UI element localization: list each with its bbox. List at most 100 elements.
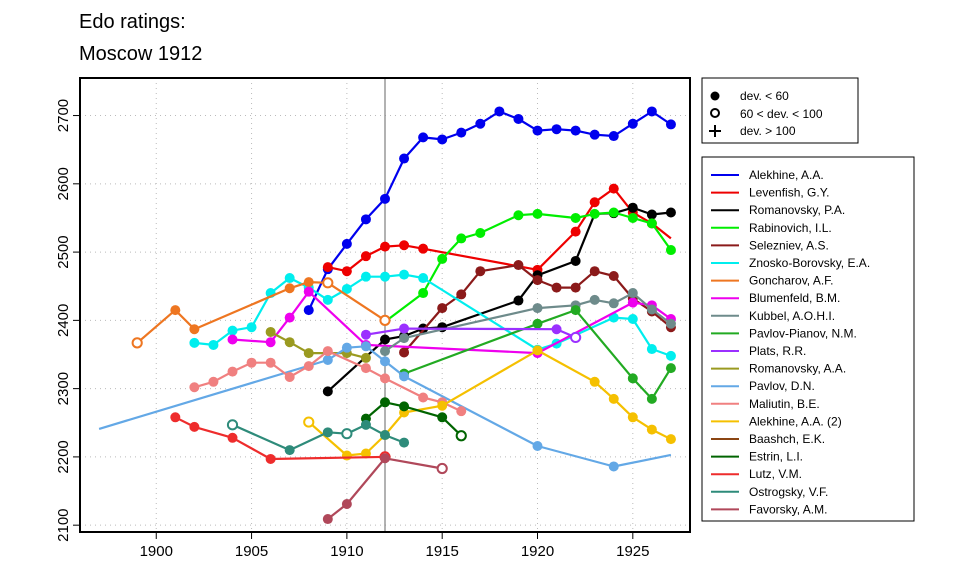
data-point xyxy=(380,373,390,384)
series-goncharov-a-f xyxy=(131,277,391,349)
legend-label: Baashch, E.K. xyxy=(749,432,825,446)
data-point xyxy=(418,392,429,403)
data-point xyxy=(380,453,390,464)
data-point xyxy=(646,393,657,404)
data-point xyxy=(570,331,582,344)
data-point xyxy=(513,210,524,221)
data-point xyxy=(303,286,314,297)
legend-label: Romanovsky, A.A. xyxy=(749,362,846,376)
data-point xyxy=(227,366,238,377)
series-blumenfeld-b-m xyxy=(227,286,676,359)
data-point xyxy=(608,461,619,472)
data-point xyxy=(455,430,467,442)
series-line xyxy=(327,187,672,273)
data-point xyxy=(380,397,390,408)
legend-label: Romanovsky, P.A. xyxy=(749,203,845,217)
data-point xyxy=(341,283,352,294)
data-point xyxy=(418,288,429,299)
legend-label: Pavlov-Pianov, N.M. xyxy=(749,326,857,340)
data-point xyxy=(131,337,143,349)
data-point xyxy=(265,337,276,348)
data-point xyxy=(532,125,543,136)
data-point xyxy=(341,342,352,353)
legend-label: Alekhine, A.A. (2) xyxy=(749,414,842,428)
data-point xyxy=(627,313,638,324)
data-point xyxy=(437,400,448,411)
data-point xyxy=(418,273,429,284)
data-point xyxy=(399,333,410,344)
data-point xyxy=(646,344,657,355)
data-point xyxy=(551,124,562,135)
legend-label: Ostrogsky, V.F. xyxy=(749,485,828,499)
series-line xyxy=(174,416,386,461)
data-point xyxy=(284,445,295,456)
data-point xyxy=(189,324,200,335)
data-point xyxy=(532,318,543,329)
data-point xyxy=(322,294,333,305)
x-tick-label: 1920 xyxy=(521,543,554,560)
data-point xyxy=(608,270,619,281)
data-point xyxy=(170,412,181,423)
data-point xyxy=(360,419,371,430)
data-point xyxy=(665,350,676,361)
data-point xyxy=(532,440,543,451)
data-point xyxy=(360,352,371,363)
data-point xyxy=(399,153,410,164)
series-estrin-l-i xyxy=(360,397,467,442)
data-point xyxy=(646,304,657,315)
data-point xyxy=(665,318,676,329)
data-point xyxy=(399,323,410,334)
series-maliutin-b-e xyxy=(189,346,467,417)
legend-label: Rabinovich, I.L. xyxy=(749,221,832,235)
data-point xyxy=(360,329,371,340)
data-point xyxy=(360,448,371,459)
series-line xyxy=(327,457,443,520)
data-point xyxy=(322,514,333,525)
data-point xyxy=(532,275,543,286)
data-point xyxy=(303,348,314,359)
legend-label: Levenfish, G.Y. xyxy=(749,186,830,200)
data-point xyxy=(532,345,543,356)
data-point xyxy=(513,260,524,271)
data-point xyxy=(341,450,352,461)
data-point xyxy=(570,212,581,223)
data-point xyxy=(475,118,486,129)
data-point xyxy=(475,266,486,277)
data-point xyxy=(418,132,429,143)
data-point xyxy=(341,499,352,510)
data-point xyxy=(284,283,295,294)
data-point xyxy=(494,106,505,117)
data-point xyxy=(418,243,429,254)
data-point xyxy=(399,240,410,251)
legend-open-circle xyxy=(710,108,720,118)
y-tick-label: 2500 xyxy=(55,235,72,268)
data-point xyxy=(284,372,295,383)
x-tick-label: 1925 xyxy=(616,543,649,560)
data-point xyxy=(189,337,200,348)
series-line xyxy=(403,309,672,400)
data-point xyxy=(265,326,276,337)
series-ostrogsky-v-f xyxy=(226,419,410,456)
data-point xyxy=(322,386,333,397)
chart-title-line-2: Moscow 1912 xyxy=(79,43,202,65)
data-point xyxy=(380,241,390,252)
data-point xyxy=(399,371,410,382)
legend-label: Plats, R.R. xyxy=(749,344,806,358)
data-point xyxy=(360,271,371,282)
data-point xyxy=(380,356,390,367)
data-point xyxy=(265,453,276,464)
data-point xyxy=(437,303,448,314)
marker-legend-label: dev. > 100 xyxy=(740,124,796,138)
y-tick-label: 2100 xyxy=(55,508,72,541)
data-point xyxy=(246,322,257,333)
series-alekhine-a-a xyxy=(303,106,676,316)
data-point xyxy=(627,297,638,308)
legend-filled-circle xyxy=(710,91,720,101)
data-point xyxy=(380,334,390,345)
data-point xyxy=(437,253,448,264)
data-point xyxy=(380,193,390,204)
data-point xyxy=(665,363,676,374)
data-point xyxy=(399,437,410,448)
legend-label: Alekhine, A.A. xyxy=(749,168,824,182)
